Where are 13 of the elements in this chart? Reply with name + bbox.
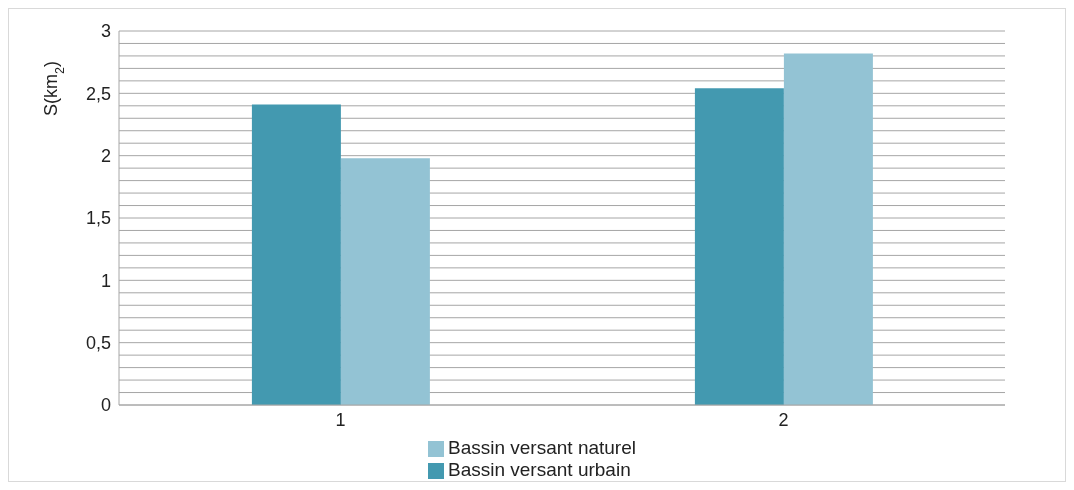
bar: [783, 53, 873, 405]
y-tick-label: 0,5: [85, 333, 111, 354]
bar: [694, 88, 784, 405]
bar: [340, 158, 430, 405]
legend-label: Bassin versant urbain: [448, 459, 631, 480]
y-tick-label: 2,5: [85, 83, 111, 104]
legend-label: Bassin versant naturel: [448, 437, 636, 458]
y-tick-label: 1: [100, 270, 111, 291]
y-tick-label: 1,5: [85, 208, 111, 229]
bar: [251, 104, 341, 405]
y-tick-label: 0: [100, 395, 111, 416]
y-tick-label: 2: [100, 146, 111, 167]
y-tick-label: 3: [100, 21, 111, 42]
